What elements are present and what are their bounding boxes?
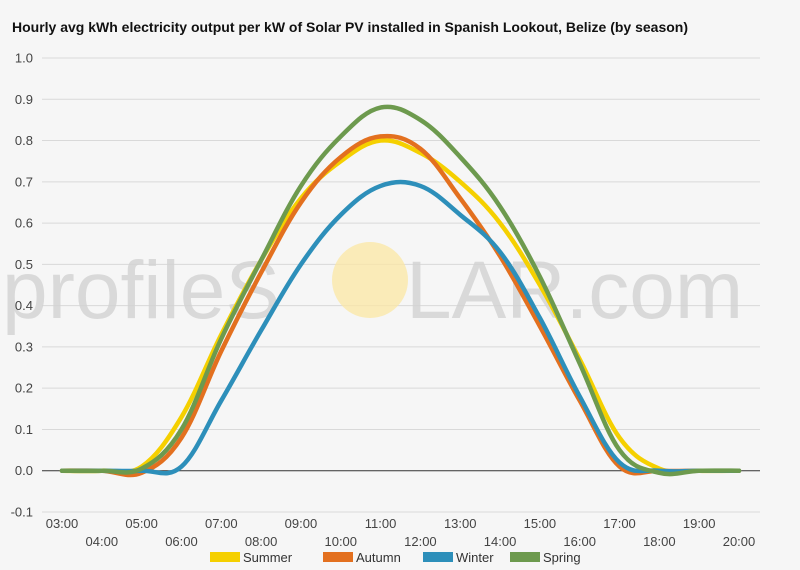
legend-label: Spring <box>543 550 581 565</box>
x-tick-label: 15:00 <box>524 516 557 531</box>
watermark-text-right: LAR.com <box>406 245 743 336</box>
y-tick-label: 0.8 <box>15 133 33 148</box>
y-tick-label: 0.1 <box>15 422 33 437</box>
x-tick-label: 17:00 <box>603 516 636 531</box>
legend-swatch <box>210 552 240 562</box>
x-tick-label: 08:00 <box>245 534 278 549</box>
series-line-summer <box>59 138 742 475</box>
y-tick-label: 1.0 <box>15 51 33 66</box>
x-tick-label: 05:00 <box>125 516 158 531</box>
legend-swatch <box>423 552 453 562</box>
legend-swatch <box>323 552 353 562</box>
y-tick-label: 0.6 <box>15 216 33 231</box>
legend-item-autumn[interactable]: Autumn <box>323 550 401 565</box>
x-tick-label: 06:00 <box>165 534 198 549</box>
chart-title: Hourly avg kWh electricity output per kW… <box>12 19 688 35</box>
watermark: profileS LAR.com <box>2 242 743 336</box>
x-tick-label: 10:00 <box>324 534 357 549</box>
x-tick-label: 13:00 <box>444 516 477 531</box>
y-tick-label: 0.5 <box>15 257 33 272</box>
x-tick-label: 11:00 <box>365 516 397 531</box>
x-tick-label: 19:00 <box>683 516 716 531</box>
y-tick-label: 0.7 <box>15 174 33 189</box>
y-tick-label: 0.4 <box>15 298 33 313</box>
series-layer <box>59 104 742 478</box>
watermark-text-left: profileS <box>2 245 280 336</box>
grid-layer <box>42 57 760 513</box>
x-tick-label: 18:00 <box>643 534 676 549</box>
legend-swatch <box>510 552 540 562</box>
legend-item-summer[interactable]: Summer <box>210 550 293 565</box>
series-line-winter <box>59 179 742 476</box>
x-tick-label: 12:00 <box>404 534 437 549</box>
series-line-spring <box>59 104 742 477</box>
y-tick-label: 0.2 <box>15 381 33 396</box>
x-tick-label: 09:00 <box>285 516 318 531</box>
series-line-autumn <box>59 133 742 478</box>
y-tick-label: 0.0 <box>15 463 33 478</box>
y-tick-label: -0.1 <box>11 505 33 520</box>
legend-label: Winter <box>456 550 494 565</box>
y-tick-label: 0.3 <box>15 339 33 354</box>
legend-label: Autumn <box>356 550 401 565</box>
x-tick-label: 04:00 <box>86 534 119 549</box>
x-tick-label: 14:00 <box>484 534 517 549</box>
legend[interactable]: Summer Autumn Winter Spring <box>210 550 581 565</box>
legend-item-winter[interactable]: Winter <box>423 550 494 565</box>
x-tick-label: 16:00 <box>563 534 596 549</box>
x-tick-label: 03:00 <box>46 516 79 531</box>
legend-item-spring[interactable]: Spring <box>510 550 581 565</box>
x-tick-label: 07:00 <box>205 516 238 531</box>
y-tick-label: 0.9 <box>15 92 33 107</box>
axis-layer: -0.1 0.0 0.1 0.2 0.3 0.4 0.5 0.6 0.7 0.8 0.9 1.0 03:… <box>11 51 760 549</box>
watermark-sun-icon <box>332 242 408 318</box>
x-tick-label: 20:00 <box>723 534 756 549</box>
legend-label: Summer <box>243 550 293 565</box>
